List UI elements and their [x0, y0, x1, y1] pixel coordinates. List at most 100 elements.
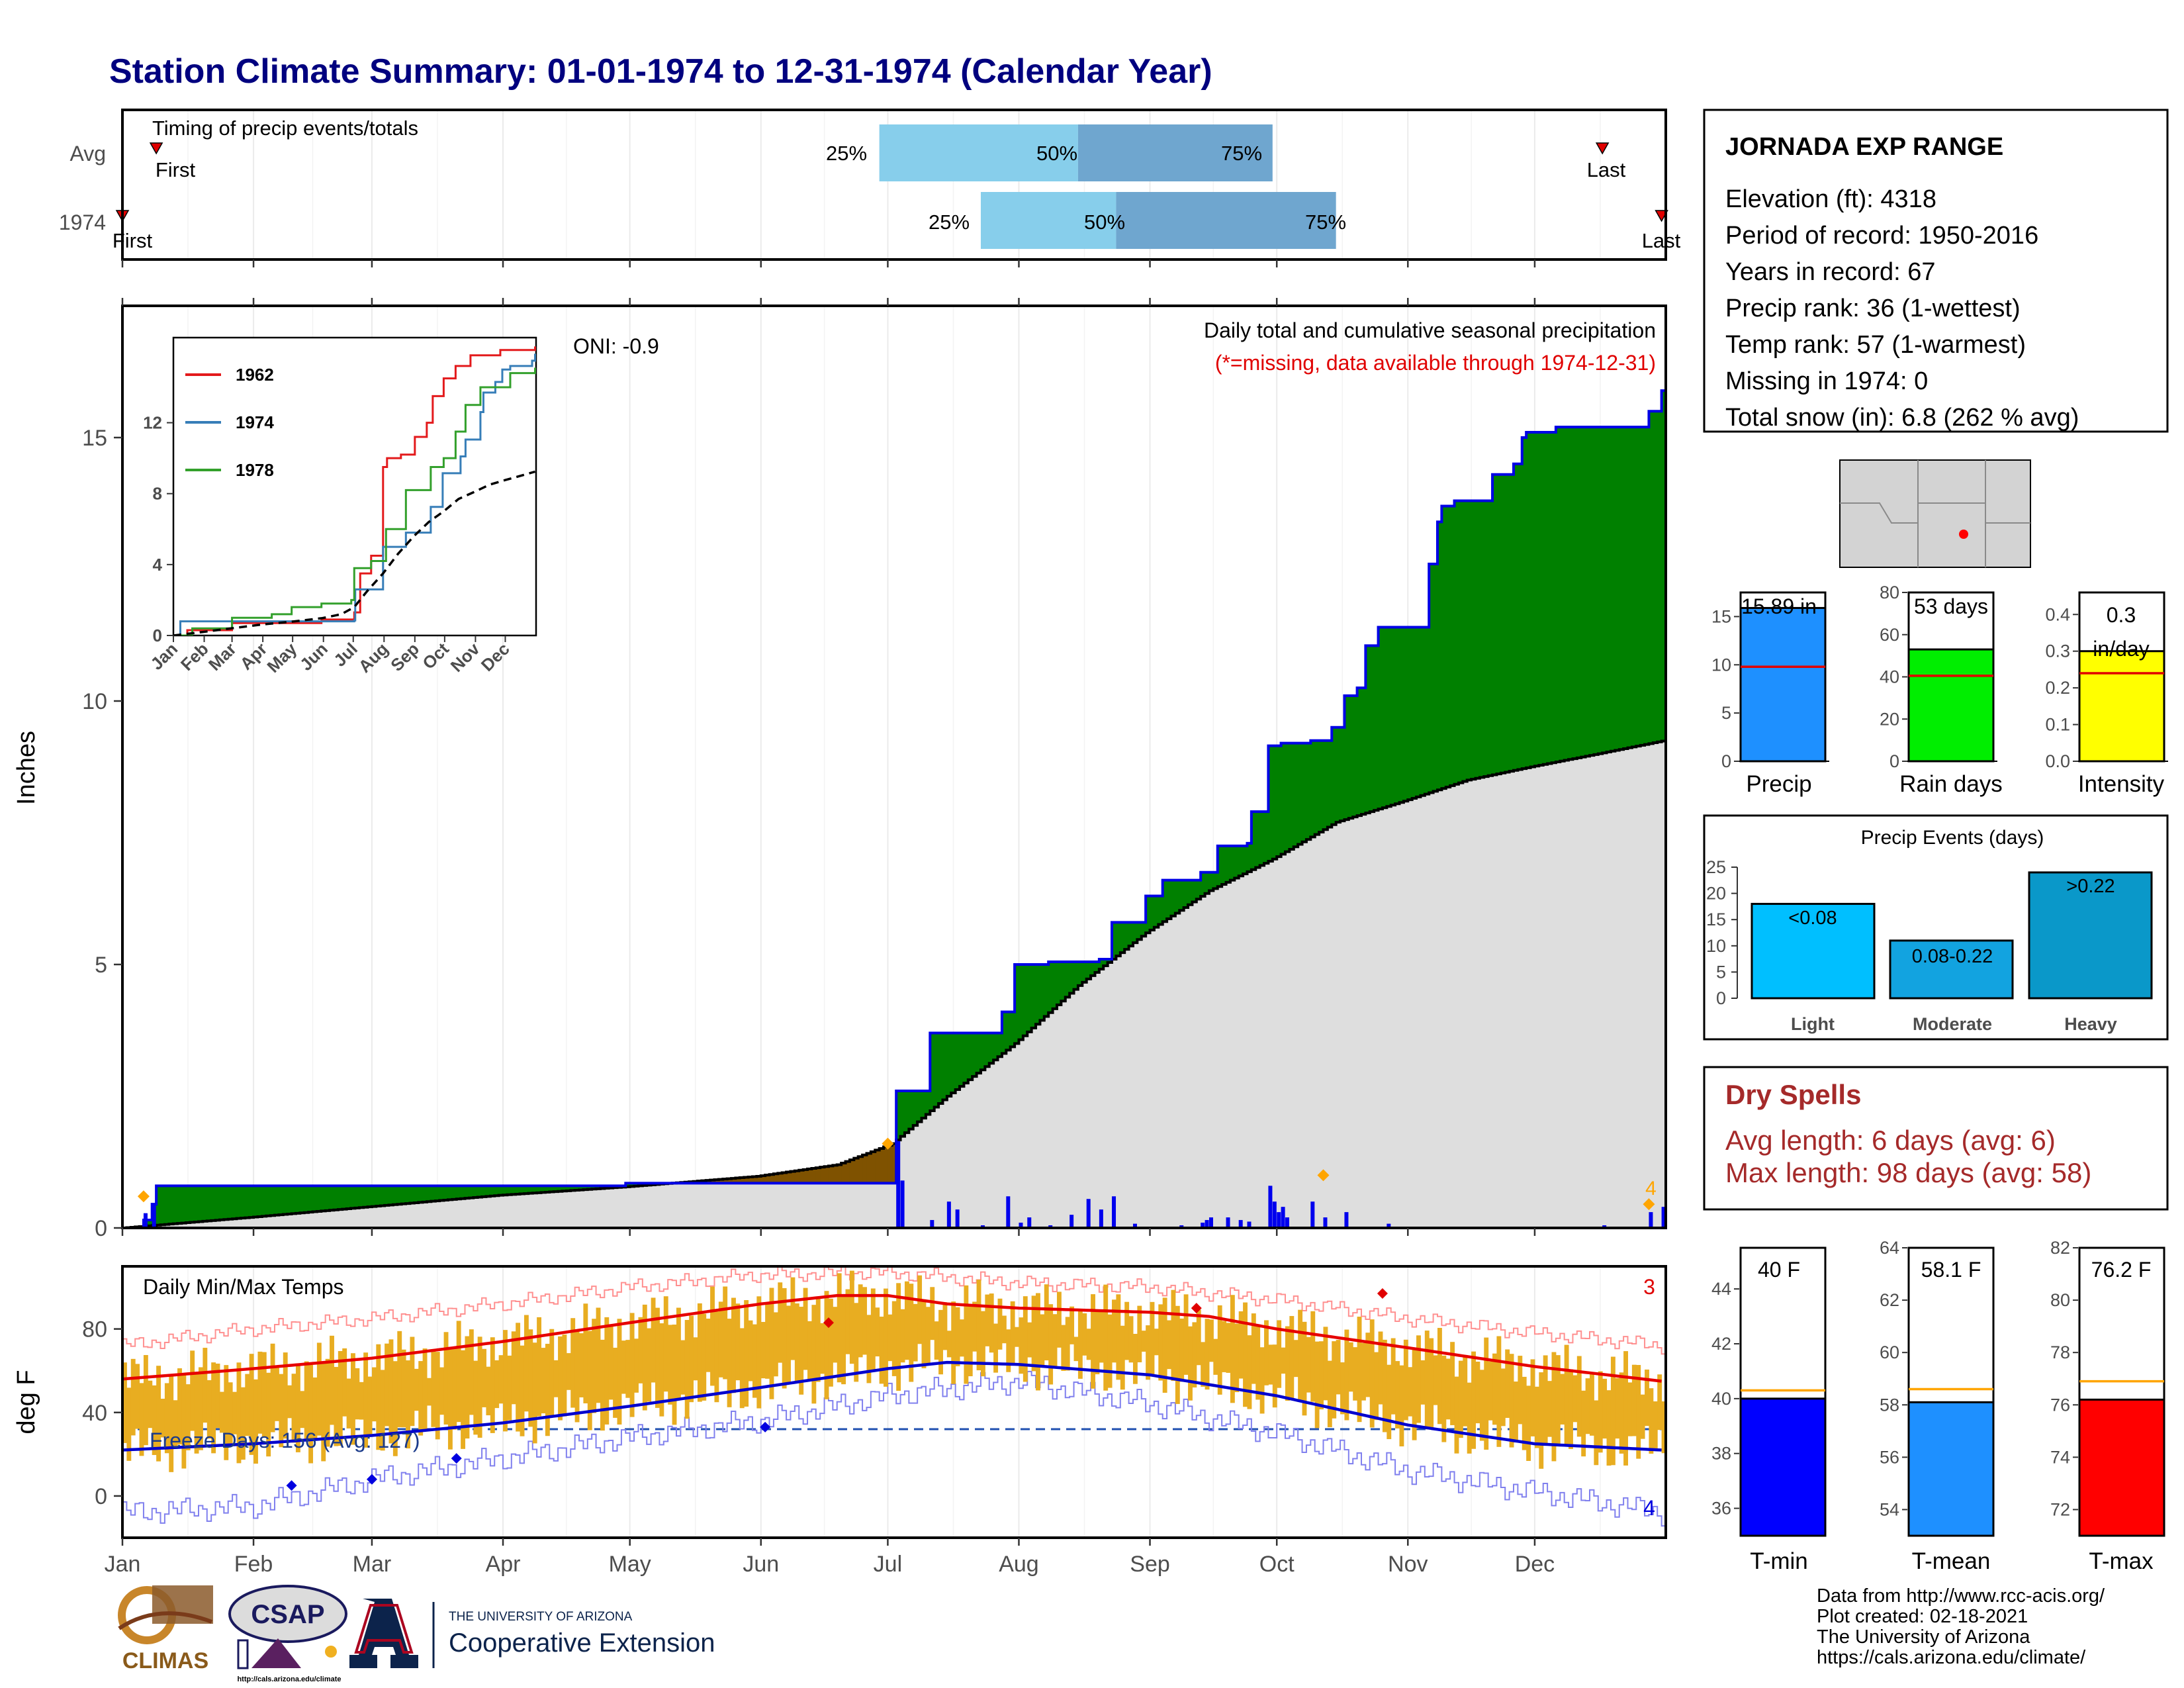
- daily-temp-range: [520, 1345, 525, 1436]
- daily-temp-range: [1230, 1295, 1235, 1403]
- daily-temp-range: [410, 1336, 415, 1427]
- daily-temp-range: [663, 1296, 668, 1392]
- daily-temp-range: [697, 1303, 702, 1402]
- events-tick-label: 5: [1716, 962, 1726, 982]
- daily-temp-range: [1179, 1318, 1185, 1382]
- above-avg-fill: [968, 1033, 973, 1080]
- daily-temp-range: [1146, 1325, 1151, 1380]
- temp-bar-tick-label: 62: [1880, 1290, 1899, 1310]
- daily-temp-range: [875, 1307, 880, 1357]
- above-avg-fill: [397, 1186, 402, 1205]
- above-avg-fill: [380, 1186, 385, 1206]
- daily-temp-range: [727, 1319, 732, 1407]
- temp-bar-tick-label: 60: [1880, 1342, 1899, 1362]
- daily-temp-range: [760, 1321, 766, 1379]
- daily-temp-range: [1031, 1295, 1036, 1372]
- daily-temp-range: [321, 1362, 326, 1462]
- daily-temp-range: [684, 1319, 690, 1419]
- y-tick-label: 0: [95, 1216, 107, 1241]
- daily-temp-range: [1543, 1355, 1548, 1444]
- daily-temp-range: [549, 1329, 555, 1417]
- events-tick-label: 25: [1706, 857, 1726, 877]
- daily-temp-range: [1023, 1296, 1028, 1382]
- above-avg-fill: [1019, 964, 1024, 1040]
- above-avg-fill: [1095, 962, 1100, 972]
- daily-temp-range: [1255, 1325, 1261, 1400]
- above-avg-fill: [427, 1186, 432, 1202]
- daily-temp-range: [465, 1336, 470, 1439]
- daily-temp-range: [1137, 1305, 1142, 1363]
- above-avg-fill: [482, 1186, 487, 1197]
- daily-temp-range: [1475, 1362, 1480, 1424]
- daily-temp-range: [1247, 1335, 1252, 1409]
- above-avg-fill: [1374, 645, 1379, 811]
- events-tick-label: 0: [1716, 988, 1726, 1008]
- month-label: Sep: [1130, 1552, 1170, 1577]
- daily-temp-range: [858, 1284, 863, 1358]
- above-avg-fill: [1594, 427, 1599, 755]
- above-avg-fill: [1201, 872, 1206, 897]
- daily-temp-range: [126, 1387, 132, 1461]
- daily-temp-range: [976, 1280, 981, 1371]
- daily-temp-range: [330, 1335, 334, 1425]
- daily-temp-range: [562, 1335, 567, 1417]
- precip-marker-count: 4: [1645, 1178, 1657, 1199]
- temp-panel: 0 40 80 deg F Daily Min/Max Temps Freeze D…: [13, 1265, 1667, 1539]
- timing-label: Timing of precip events/totals: [152, 117, 418, 140]
- above-avg-fill: [1505, 474, 1510, 773]
- daily-temp-range: [1277, 1320, 1282, 1388]
- daily-temp-range: [1657, 1374, 1662, 1430]
- above-avg-fill: [629, 1183, 635, 1187]
- above-avg-fill: [511, 1186, 516, 1195]
- above-avg-fill: [388, 1186, 394, 1205]
- events-chart: 0 5 10 15 20 25: [1706, 857, 2153, 1008]
- daily-temp-range: [334, 1366, 339, 1446]
- avg-q25-label: 25%: [826, 142, 867, 165]
- above-avg-fill: [904, 1091, 909, 1133]
- precip-events-box: Precip Events (days) 0 5 10 15 20 25 <0.08 0.…: [1703, 814, 2169, 1041]
- events-tick-label: 15: [1706, 910, 1726, 929]
- above-avg-fill: [224, 1186, 229, 1220]
- daily-temp-range: [1390, 1338, 1396, 1415]
- daily-temp-range: [206, 1380, 212, 1439]
- above-avg-fill: [1636, 427, 1641, 747]
- record-low-marker: [760, 1421, 771, 1432]
- daily-temp-range: [148, 1380, 153, 1429]
- daily-temp-range: [1323, 1327, 1328, 1401]
- above-avg-fill: [1023, 964, 1028, 1036]
- above-avg-fill: [634, 1183, 639, 1186]
- daily-temp-range: [164, 1383, 169, 1454]
- daily-temp-range: [891, 1301, 897, 1376]
- daily-precip-bar: [1387, 1223, 1391, 1228]
- below-avg-fill: [786, 1172, 792, 1184]
- daily-temp-range: [494, 1360, 500, 1409]
- timing-bars: [115, 124, 1668, 249]
- above-avg-fill: [1120, 922, 1125, 953]
- timing-bar-q25-q50: [879, 124, 1078, 181]
- daily-temp-range: [989, 1293, 994, 1353]
- precip-title-line2: (*=missing, data available through 1974-…: [1215, 351, 1656, 375]
- above-avg-fill: [520, 1186, 525, 1194]
- legend-1962: 1962: [236, 365, 274, 385]
- above-avg-fill: [452, 1186, 457, 1199]
- above-avg-fill: [291, 1186, 296, 1214]
- inset-y-label: 12: [143, 413, 162, 433]
- above-avg-fill: [456, 1186, 461, 1199]
- daily-temp-range: [718, 1301, 723, 1378]
- daily-precip-bar: [955, 1209, 960, 1228]
- below-avg-fill: [790, 1171, 796, 1184]
- daily-temp-range: [1217, 1305, 1222, 1395]
- above-avg-fill: [1264, 812, 1269, 864]
- above-avg-fill: [1293, 743, 1298, 847]
- daily-temp-range: [1302, 1321, 1307, 1416]
- daily-temp-range: [461, 1350, 466, 1449]
- above-avg-fill: [275, 1186, 279, 1215]
- daily-temp-range: [1627, 1382, 1633, 1436]
- above-avg-fill: [1179, 880, 1185, 911]
- precip-plot: 4: [122, 389, 1666, 1228]
- daily-precip-bar: [1277, 1212, 1281, 1228]
- daily-temp-range: [1437, 1327, 1442, 1425]
- record-high-marker: [1191, 1303, 1202, 1314]
- daily-temp-range: [283, 1352, 288, 1439]
- university-logo: THE UNIVERSITY OF ARIZONA Cooperative Ex…: [349, 1599, 715, 1668]
